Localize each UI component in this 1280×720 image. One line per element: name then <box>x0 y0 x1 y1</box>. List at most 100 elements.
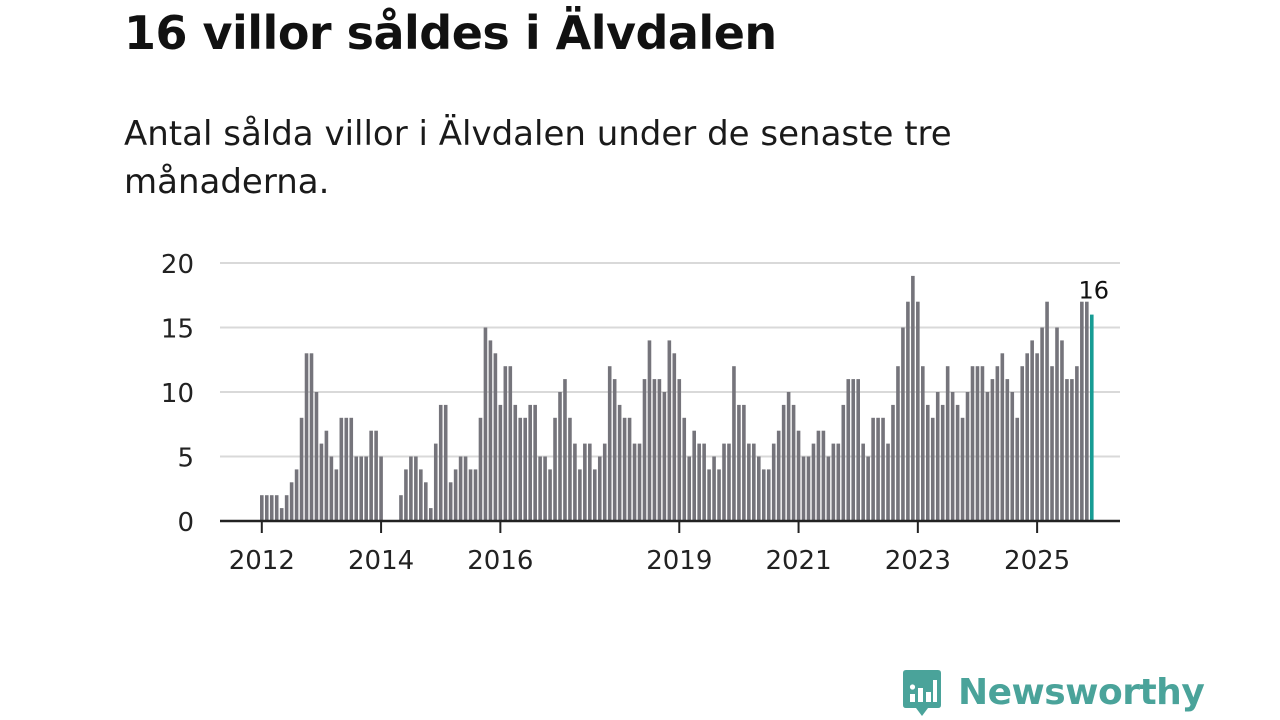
bar <box>851 379 856 521</box>
bar <box>622 417 627 521</box>
bar <box>1030 340 1034 521</box>
bar <box>925 404 930 521</box>
bar <box>801 456 806 521</box>
bar <box>319 443 324 521</box>
bar <box>548 469 552 521</box>
bar <box>871 417 875 521</box>
bar <box>349 417 354 521</box>
bar <box>553 417 557 521</box>
highlight-data-label: 16 <box>1079 277 1110 305</box>
bar <box>856 379 860 521</box>
bar <box>846 379 851 521</box>
bar <box>264 495 269 521</box>
bar <box>1025 353 1029 521</box>
newsworthy-brand: Newsworthy <box>902 668 1205 718</box>
bar <box>1005 379 1010 521</box>
bar <box>488 340 493 521</box>
bar <box>314 392 319 521</box>
bar <box>612 379 617 521</box>
bar <box>463 456 468 521</box>
bar <box>453 469 458 521</box>
bar <box>329 456 334 521</box>
bar <box>523 417 528 521</box>
bar <box>886 443 890 521</box>
bar <box>269 495 274 521</box>
bar <box>757 456 761 521</box>
y-tick-label: 5 <box>177 444 194 474</box>
bar <box>558 392 562 521</box>
bar <box>1035 353 1039 521</box>
bar <box>583 443 587 521</box>
bar <box>737 404 741 521</box>
bar <box>930 417 935 521</box>
bar <box>260 495 264 521</box>
x-tick-label: 2016 <box>467 546 533 576</box>
bar <box>766 469 771 521</box>
bar <box>861 443 865 521</box>
bar <box>468 469 473 521</box>
bar <box>776 430 781 521</box>
bar <box>533 404 537 521</box>
bar <box>707 469 711 521</box>
bar <box>1020 366 1025 521</box>
brand-name: Newsworthy <box>958 672 1205 713</box>
bar <box>588 443 592 521</box>
bar <box>796 430 801 521</box>
bar <box>334 469 339 521</box>
y-tick-label: 15 <box>161 315 194 345</box>
bar <box>980 366 985 521</box>
bar <box>761 469 766 521</box>
bar <box>289 482 294 521</box>
bar <box>607 366 612 521</box>
bar <box>513 404 518 521</box>
bar <box>841 404 846 521</box>
bar <box>274 495 279 521</box>
bar <box>940 404 945 521</box>
bar-chart: 0 5 10 15 20 2012 2014 2016 2019 2021 2023 2025 16 <box>161 250 1120 576</box>
bar <box>955 404 960 521</box>
bar <box>538 456 542 521</box>
bar <box>498 404 503 521</box>
bar <box>866 456 870 521</box>
bar <box>657 379 662 521</box>
bar <box>419 469 423 521</box>
bar <box>970 366 975 521</box>
bar <box>414 456 418 521</box>
newsworthy-logo-icon <box>903 670 941 716</box>
bar <box>662 392 667 521</box>
bar <box>299 417 304 521</box>
bar <box>284 495 289 521</box>
bar <box>876 417 880 521</box>
bar <box>1080 301 1084 521</box>
bar <box>279 508 284 521</box>
bar <box>881 417 885 521</box>
bar <box>1055 327 1059 521</box>
y-tick-label: 0 <box>177 508 194 538</box>
bar <box>692 430 696 521</box>
bar <box>677 379 682 521</box>
chart-subtitle: Antal sålda villor i Älvdalen under de s… <box>124 114 952 202</box>
bar <box>404 469 408 521</box>
bar <box>836 443 841 521</box>
bar <box>503 366 508 521</box>
bar <box>448 482 453 521</box>
bar <box>771 443 776 521</box>
bar <box>911 275 915 521</box>
bar <box>339 417 344 521</box>
bar <box>602 443 607 521</box>
bar <box>573 443 577 521</box>
bar <box>433 443 438 521</box>
bar <box>1085 301 1089 521</box>
bar <box>781 404 786 521</box>
bar <box>617 404 622 521</box>
bar <box>1060 340 1064 521</box>
bar <box>528 404 532 521</box>
x-tick-label: 2014 <box>348 546 414 576</box>
x-tick-label: 2019 <box>646 546 712 576</box>
bar <box>717 469 721 521</box>
bar <box>811 443 816 521</box>
bar <box>747 443 751 521</box>
bar <box>791 404 796 521</box>
chart-title: 16 villor såldes i Älvdalen <box>124 6 777 60</box>
bar <box>702 443 706 521</box>
